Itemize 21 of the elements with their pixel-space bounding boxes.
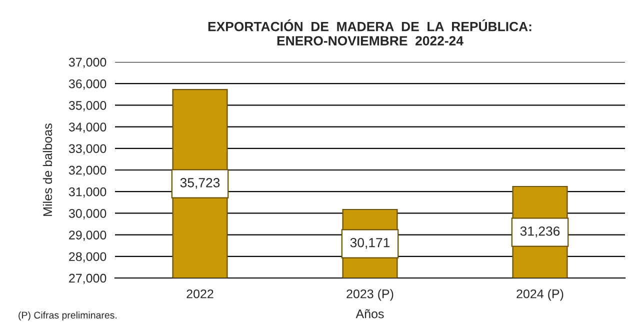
data-label: 35,723 [180, 178, 220, 189]
text: (P) Cifras preliminares. [18, 311, 117, 321]
y-tick-label: 34,000 [68, 122, 106, 133]
y-tick-label: 37,000 [68, 58, 106, 68]
x-axis-title: Años [356, 309, 384, 318]
y-tick-label: 29,000 [69, 230, 106, 241]
data-label: 31,236 [520, 226, 560, 238]
chart-title: EXPORTACIÓN DE MADERA DE LA REPÚBLICA: ENERO-NOVIEMBRE 2022-24 [208, 19, 532, 46]
y-tick-label: 28,000 [69, 252, 106, 263]
y-tick-label: 36,000 [68, 79, 106, 90]
y-tick-label: 31,000 [68, 187, 106, 198]
y-tick-label: 32,000 [68, 166, 106, 176]
y-tick-label: 35,000 [68, 101, 106, 112]
data-label: 30,171 [350, 238, 390, 249]
x-tick-label: 2023 (P) [346, 289, 394, 301]
y-tick-label: 27,000 [69, 274, 106, 284]
x-tick-label: 2024 (P) [516, 289, 564, 301]
y-tick-label: 33,000 [68, 144, 106, 155]
y-tick-label: 30,000 [68, 209, 106, 220]
y-axis-title: Miles de balboas [42, 124, 52, 216]
x-tick-label: 2022 [186, 289, 214, 298]
